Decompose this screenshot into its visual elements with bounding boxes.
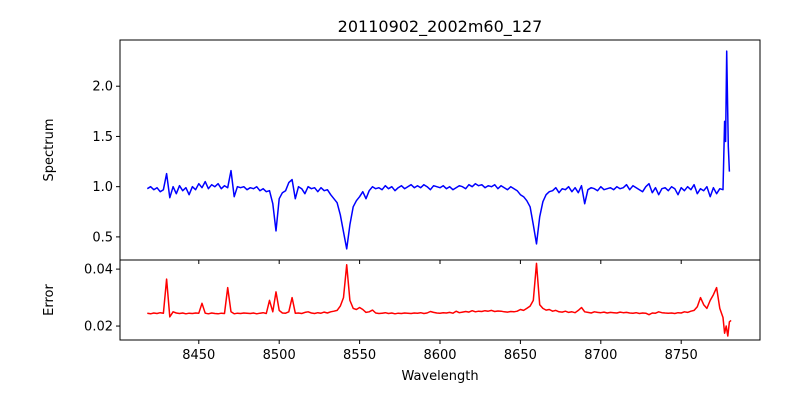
x-tick-label: 8550 — [343, 348, 376, 363]
x-tick-label: 8600 — [423, 348, 456, 363]
x-tick-label: 8450 — [182, 348, 215, 363]
error-y-tick-label: 0.04 — [84, 263, 113, 278]
x-tick-label: 8700 — [584, 348, 617, 363]
spectrum-y-tick-label: 2.0 — [92, 80, 113, 95]
spectrum-y-tick-label: 1.0 — [92, 180, 113, 195]
x-tick-label: 8650 — [504, 348, 537, 363]
spectrum-line — [146, 50, 731, 250]
x-tick-label: 8500 — [263, 348, 296, 363]
x-tick-label: 8750 — [665, 348, 698, 363]
error-axes: 0.02 0.04 8450 8500 8550 8600 8650 8700 8750 — [84, 259, 761, 363]
error-line — [147, 262, 732, 337]
spectrum-y-tick-label: 1.5 — [92, 130, 113, 145]
error-y-tick-label: 0.02 — [84, 320, 113, 335]
spectrum-y-axis-label: Spectrum — [42, 119, 57, 182]
error-y-axis-label: Error — [42, 284, 57, 316]
chart-title: 20110902_2002m60_127 — [338, 17, 543, 37]
x-axis-label: Wavelength — [401, 369, 478, 384]
spectrum-y-tick-label: 0.5 — [92, 230, 113, 245]
